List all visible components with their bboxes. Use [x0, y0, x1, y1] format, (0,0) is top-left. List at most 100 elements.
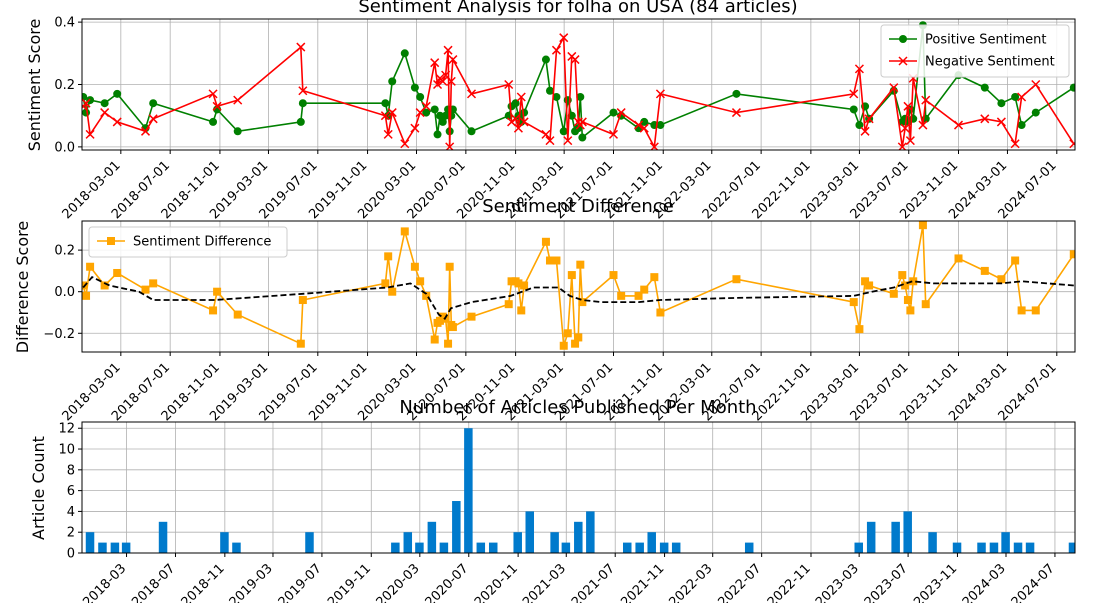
point-marker — [656, 121, 665, 130]
x-tick-label: 2021-03 — [520, 561, 569, 603]
point-marker — [504, 79, 514, 90]
point-marker — [865, 281, 874, 290]
point-marker — [435, 111, 444, 120]
point-marker — [209, 306, 218, 315]
point-marker — [448, 323, 457, 332]
point-marker — [511, 114, 521, 124]
point-marker — [82, 291, 91, 300]
x-tick-label: 2022-07 — [715, 561, 764, 603]
point-marker — [388, 287, 397, 296]
point-marker — [433, 79, 443, 90]
legend-marker — [107, 237, 115, 245]
point-marker — [438, 117, 447, 126]
point-marker — [903, 296, 912, 305]
point-marker — [541, 129, 551, 139]
point-marker — [149, 99, 158, 108]
point-marker — [384, 252, 393, 261]
point-marker — [545, 86, 554, 95]
point-marker — [141, 285, 150, 294]
point-marker — [909, 277, 918, 286]
point-marker — [576, 92, 585, 101]
point-marker — [430, 335, 439, 344]
point-marker — [921, 95, 931, 105]
point-marker — [209, 117, 218, 126]
point-marker — [149, 279, 158, 288]
legend-frame — [880, 24, 1070, 78]
point-marker — [855, 325, 864, 334]
point-marker — [400, 49, 409, 58]
point-marker — [997, 99, 1006, 108]
x-tick-label: 2020-03 — [374, 561, 423, 603]
point-marker — [430, 58, 440, 68]
difference-axes: 2018-03-012018-07-012018-11-012019-03-01… — [43, 220, 1076, 424]
point-marker — [82, 92, 88, 101]
bar — [403, 532, 413, 553]
point-marker — [383, 129, 393, 139]
bar — [744, 542, 754, 553]
y-tick-label: 4 — [67, 505, 75, 520]
bar — [98, 542, 107, 553]
point-marker — [504, 300, 513, 309]
chart-title-3: Number of Articles Published Per Month — [399, 397, 756, 418]
point-marker — [559, 33, 569, 43]
point-marker — [298, 86, 308, 96]
y-tick-label: 0 — [67, 547, 75, 562]
point-marker — [387, 108, 397, 118]
point-marker — [541, 55, 550, 64]
trend-line — [82, 275, 1074, 320]
x-tick-label: 2021-07 — [569, 561, 618, 603]
bar — [121, 542, 131, 553]
point-marker — [400, 227, 409, 236]
point-marker — [1069, 83, 1075, 92]
point-marker — [655, 89, 665, 99]
x-tick-label: 2020-07 — [423, 561, 472, 603]
legend-frame — [88, 226, 288, 258]
y-tick-label: 0.2 — [54, 78, 75, 93]
legend: Positive Sentiment Negative Sentiment — [880, 24, 1070, 78]
point-marker — [416, 277, 425, 286]
point-marker — [980, 266, 989, 275]
point-marker — [433, 130, 442, 139]
point-marker — [921, 300, 930, 309]
point-marker — [609, 271, 618, 280]
bar — [464, 428, 473, 553]
bar — [232, 542, 241, 553]
x-tick-label: 2020-11 — [472, 561, 521, 603]
x-tick-label: 2022-11 — [765, 561, 814, 603]
axes-frame — [81, 18, 1076, 151]
y-tick-label: 10 — [58, 443, 75, 458]
point-marker — [552, 256, 561, 265]
bar — [220, 532, 229, 553]
bar — [671, 542, 681, 553]
point-marker — [517, 306, 526, 315]
point-marker — [400, 139, 410, 149]
point-marker — [551, 45, 561, 55]
point-marker — [559, 341, 568, 350]
point-marker — [563, 136, 573, 146]
legend-marker — [898, 56, 908, 66]
point-marker — [578, 298, 587, 307]
point-marker — [901, 281, 910, 290]
point-marker — [918, 120, 928, 130]
point-marker — [100, 281, 109, 290]
x-tick-label: 2019-11 — [325, 561, 374, 603]
point-marker — [918, 221, 927, 230]
point-marker — [213, 287, 222, 296]
point-marker — [860, 126, 870, 136]
point-marker — [410, 83, 419, 92]
bar — [415, 542, 424, 553]
bar — [1013, 542, 1023, 553]
point-marker — [545, 256, 554, 265]
y-tick-label: 12 — [58, 422, 75, 437]
point-marker — [430, 105, 439, 114]
point-marker — [563, 329, 572, 338]
bar — [866, 521, 876, 553]
x-tick-label: 2024-03 — [960, 561, 1009, 603]
point-marker — [296, 117, 305, 126]
point-marker — [732, 89, 741, 98]
y-tick-label: −0.2 — [43, 327, 75, 342]
point-marker — [113, 89, 122, 98]
bar — [1068, 542, 1075, 553]
point-marker — [854, 64, 864, 74]
point-marker — [997, 275, 1006, 284]
